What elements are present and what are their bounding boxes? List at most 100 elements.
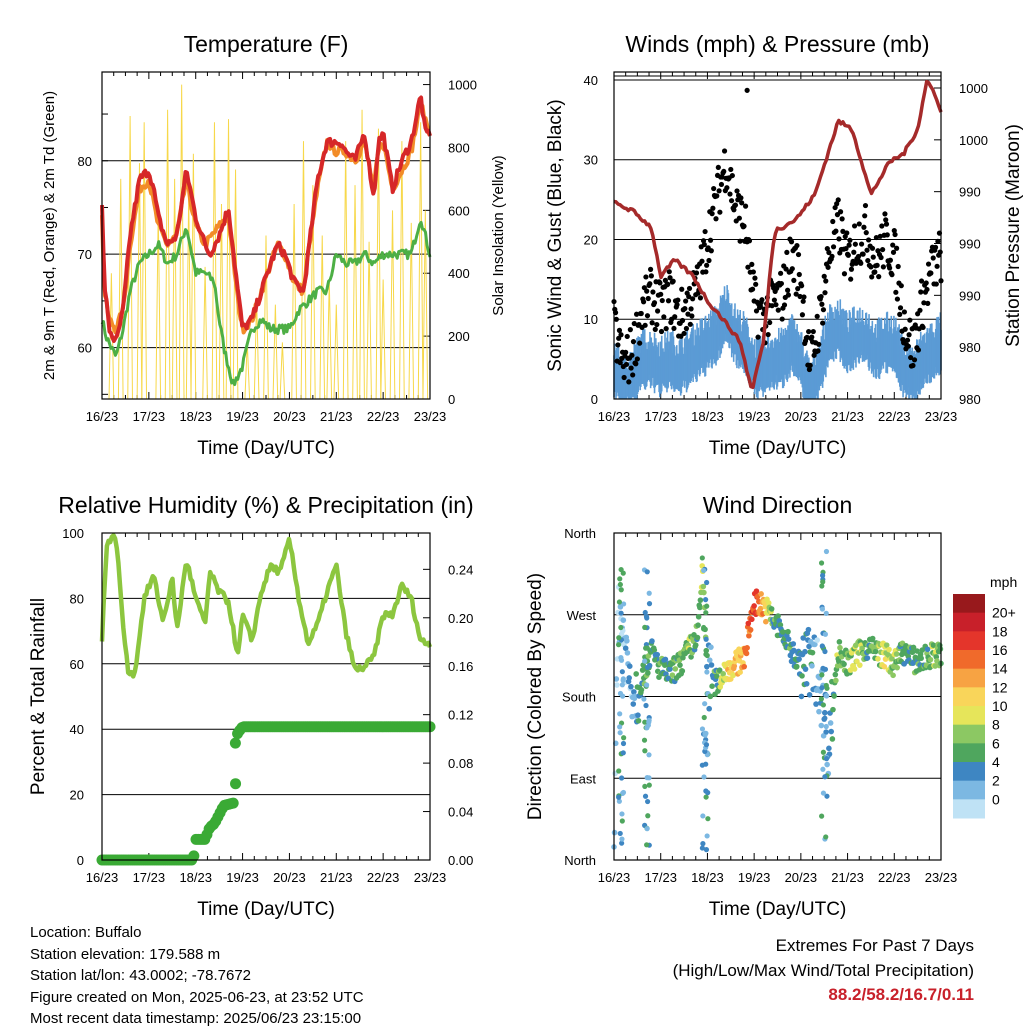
solar-spike: [141, 122, 148, 400]
gust-point: [718, 181, 725, 188]
chart-title: Relative Humidity (%) & Precipitation (i…: [58, 492, 473, 518]
gust-point: [856, 221, 862, 227]
plot-frame: [613, 532, 942, 861]
gust-point: [685, 311, 691, 317]
gust-point: [628, 365, 634, 371]
dewpoint-line: [100, 220, 432, 387]
x-tick-label: 23/23: [414, 409, 447, 424]
gust-point: [876, 274, 882, 280]
direction-point: [618, 587, 624, 593]
direction-point: [828, 728, 835, 735]
y-axis-label: 2m & 9m T (Red, Orange) & 2m Td (Green): [41, 91, 58, 380]
legend-label: 10: [992, 698, 1008, 714]
gust-point: [911, 357, 918, 363]
direction-point: [830, 706, 836, 713]
gust-point: [860, 251, 866, 257]
gust-point: [830, 218, 836, 225]
gust-point: [920, 324, 926, 331]
gust-point: [917, 307, 923, 313]
gust-point: [613, 316, 619, 322]
gust-point: [902, 326, 908, 332]
direction-point: [785, 636, 792, 642]
gust-point: [894, 245, 900, 251]
direction-point: [831, 693, 837, 699]
gust-point: [693, 270, 700, 276]
gust-point: [630, 339, 637, 345]
direction-point: [619, 775, 625, 781]
solar-spike: [263, 235, 269, 400]
chart-title: Wind Direction: [703, 492, 853, 518]
y-tick-label: 40: [584, 73, 598, 88]
gust-point: [864, 247, 870, 253]
direction-point: [826, 745, 832, 752]
x-tick-label: 16/23: [86, 870, 119, 885]
gust-point: [633, 361, 639, 367]
direction-point: [875, 656, 881, 662]
gust-point: [670, 278, 676, 284]
direction-point: [823, 756, 830, 762]
direction-point: [644, 842, 650, 848]
gust-point: [883, 217, 889, 223]
direction-point: [704, 833, 710, 839]
gust-point: [781, 302, 788, 308]
direction-point: [716, 667, 723, 674]
direction-point: [677, 662, 683, 668]
direction-point: [619, 818, 625, 824]
direction-point: [621, 735, 627, 741]
direction-point: [645, 670, 651, 676]
solar-spike: [291, 204, 297, 400]
direction-point: [645, 798, 651, 805]
direction-point: [758, 591, 764, 597]
y-tick-label: 60: [78, 341, 92, 356]
direction-point: [707, 693, 714, 700]
precip-point: [188, 850, 200, 862]
gust-point: [928, 270, 934, 276]
direction-point: [646, 717, 652, 723]
gust-point: [702, 228, 708, 235]
gust-point: [649, 320, 655, 326]
solar-spike: [342, 141, 349, 400]
direction-point: [695, 622, 701, 628]
legend-label: 4: [992, 754, 1000, 770]
gust-point: [701, 241, 707, 248]
direction-point: [699, 845, 706, 851]
direction-point: [741, 663, 748, 670]
solar-spike: [279, 342, 286, 400]
gust-point: [633, 311, 640, 317]
direction-point: [706, 657, 713, 663]
direction-point: [616, 798, 622, 804]
gust-point: [715, 164, 721, 171]
direction-point: [699, 726, 706, 732]
direction-point: [700, 813, 706, 819]
direction-point: [805, 626, 812, 633]
chart-title: Winds (mph) & Pressure (mb): [625, 31, 929, 57]
direction-point: [841, 661, 847, 667]
gust-point: [752, 275, 758, 281]
x-axis-label: Time (Day/UTC): [197, 899, 335, 920]
direction-point: [617, 711, 623, 717]
direction-point: [809, 663, 815, 669]
direction-point: [646, 601, 653, 607]
gust-point: [771, 297, 777, 303]
direction-point: [823, 729, 829, 735]
direction-point: [704, 579, 710, 586]
gust-point: [686, 285, 693, 292]
gust-point: [773, 302, 779, 308]
direction-point: [800, 635, 806, 641]
direction-point: [708, 644, 714, 650]
location-text: Location: Buffalo: [30, 924, 142, 941]
direction-point: [697, 604, 703, 611]
gust-point: [662, 277, 668, 283]
gust-point: [890, 249, 897, 255]
gust-point: [809, 334, 815, 340]
gust-point: [933, 281, 939, 287]
solar-spike: [352, 185, 358, 400]
gust-point: [910, 362, 916, 369]
direction-point: [646, 782, 652, 788]
gust-point: [623, 349, 629, 355]
direction-point: [703, 651, 709, 657]
x-tick-label: 22/23: [367, 409, 400, 424]
extremes-values: 88.2/58.2/16.7/0.11: [828, 985, 974, 1004]
direction-point: [705, 816, 711, 822]
direction-point: [765, 600, 772, 606]
